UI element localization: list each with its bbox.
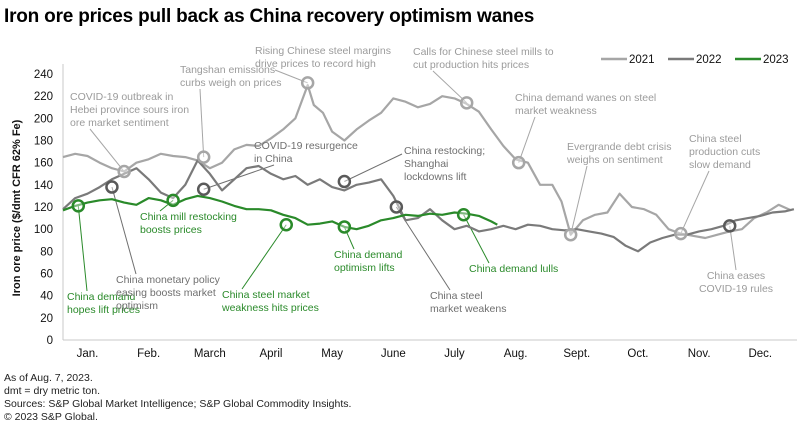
y-tick-label: 180 xyxy=(34,136,53,148)
x-tick-label: May xyxy=(321,348,343,360)
legend-label-2023: 2023 xyxy=(763,54,789,66)
annotation-markers xyxy=(71,76,737,242)
annotation-marker xyxy=(459,96,474,110)
y-tick-label: 220 xyxy=(34,91,53,103)
annotation-leader xyxy=(343,226,355,250)
footnotes: As of Aug. 7, 2023. dmt = dry metric ton… xyxy=(4,372,351,424)
footnote-definition: dmt = dry metric ton. xyxy=(4,385,100,397)
annotation-marker xyxy=(456,208,471,222)
y-ticks: 0 20 40 60 80 100 120 140 160 180 200 220 240 xyxy=(34,69,53,347)
annotation-leader xyxy=(159,199,174,212)
y-axis-label: Iron ore price ($/dmt CFR 62% Fe) xyxy=(11,119,23,296)
annotation-marker xyxy=(71,199,86,213)
footnote-date: As of Aug. 7, 2023. xyxy=(4,372,93,384)
annotation-leader xyxy=(518,116,536,163)
y-tick-label: 120 xyxy=(34,202,53,214)
x-tick-label: Nov. xyxy=(688,348,711,360)
annotation-label: Calls for Chinese steel mills to cut prod… xyxy=(413,46,554,71)
annotation-leader xyxy=(111,186,137,275)
series-line-2023 xyxy=(62,194,498,231)
annotation-leader xyxy=(432,70,468,104)
y-tick-label: 200 xyxy=(34,113,53,125)
y-tick-label: 80 xyxy=(40,246,53,258)
legend-label-2021: 2021 xyxy=(629,54,655,66)
annotation-label: COVID-19 outbreak in Hebei province sours… xyxy=(70,91,189,129)
annotation-label: Tangshan emissions curbs weigh on prices xyxy=(180,64,282,89)
legend: 2021 2022 2023 xyxy=(601,54,789,66)
x-tick-label: Dec. xyxy=(748,348,772,360)
y-tick-label: 40 xyxy=(40,291,53,303)
annotation-marker xyxy=(196,150,211,164)
annotation-marker xyxy=(511,155,526,170)
footnote-sources: Sources: S&P Global Market Intelligence;… xyxy=(4,398,352,410)
x-tick-label: Jan. xyxy=(77,348,99,360)
annotation-label: China demand optimism lifts xyxy=(334,249,402,274)
annotation-marker xyxy=(196,182,211,197)
annotation-marker xyxy=(300,76,315,90)
y-tick-label: 160 xyxy=(34,158,53,170)
annotation-marker xyxy=(337,174,352,189)
annotation-label: Evergrande debt crisis weighs on sentimen… xyxy=(566,141,671,166)
annotation-label: China mill restocking boosts prices xyxy=(140,211,237,236)
annotation-marker xyxy=(117,164,131,179)
annotation-leader xyxy=(89,128,125,172)
footnote-copyright: © 2023 S&P Global. xyxy=(4,411,98,423)
annotation-label: China demand wanes on steel market weakne… xyxy=(515,92,656,117)
annotation-marker xyxy=(166,193,180,208)
annotation-label: China demand hopes lift prices xyxy=(67,291,140,316)
annotation-leader xyxy=(680,170,710,234)
y-tick-label: 100 xyxy=(34,224,53,236)
annotation-label: China steel market weakness hits prices xyxy=(221,289,319,314)
annotation-leader xyxy=(729,225,737,271)
annotation-marker xyxy=(722,219,737,233)
annotation-marker xyxy=(279,217,294,232)
annotation-marker xyxy=(674,226,688,241)
x-tick-label: Sept. xyxy=(563,348,590,360)
annotation-leader xyxy=(344,153,403,182)
y-tick-label: 60 xyxy=(40,269,53,281)
annotation-leader xyxy=(570,165,588,235)
x-tick-label: March xyxy=(194,348,226,360)
annotation-leader xyxy=(77,205,88,292)
annotation-label: COVID-19 resurgence in China xyxy=(254,140,358,165)
annotation-marker xyxy=(563,227,578,242)
x-tick-label: April xyxy=(259,348,282,360)
annotation-marker xyxy=(105,180,119,194)
annotation-leader xyxy=(463,214,490,264)
annotation-label: China restocking; Shanghai lockdowns lift xyxy=(404,145,485,183)
legend-label-2022: 2022 xyxy=(696,54,722,66)
annotation-label: China steel market weakens xyxy=(430,290,506,315)
x-tick-label: July xyxy=(444,348,465,360)
annotation-label: China demand lulls xyxy=(469,263,558,275)
annotation-label: Rising Chinese steel margins drive prices… xyxy=(255,45,391,70)
annotation-label: China steel production cuts slow demand xyxy=(689,133,760,171)
chart-title: Iron ore prices pull back as China recov… xyxy=(4,6,535,27)
annotation-label: China eases COVID-19 rules xyxy=(699,270,773,295)
annotation-label: China monetary policy easing boosts marke… xyxy=(116,274,221,312)
annotation-leader xyxy=(241,224,287,290)
y-tick-label: 20 xyxy=(40,313,53,325)
annotation-marker xyxy=(337,220,352,234)
x-ticks: Jan. Feb. March April May June July Aug. Sept. Oc… xyxy=(77,348,773,360)
annotation-leader xyxy=(199,88,205,158)
annotation-marker xyxy=(389,200,404,214)
y-tick-label: 0 xyxy=(47,335,53,347)
x-tick-label: June xyxy=(381,348,406,360)
y-tick-label: 140 xyxy=(34,180,53,192)
x-tick-label: Oct. xyxy=(627,348,648,360)
x-tick-label: Aug. xyxy=(504,348,528,360)
series-line-2021 xyxy=(62,84,792,240)
x-tick-label: Feb. xyxy=(137,348,160,360)
y-tick-label: 240 xyxy=(34,69,53,81)
